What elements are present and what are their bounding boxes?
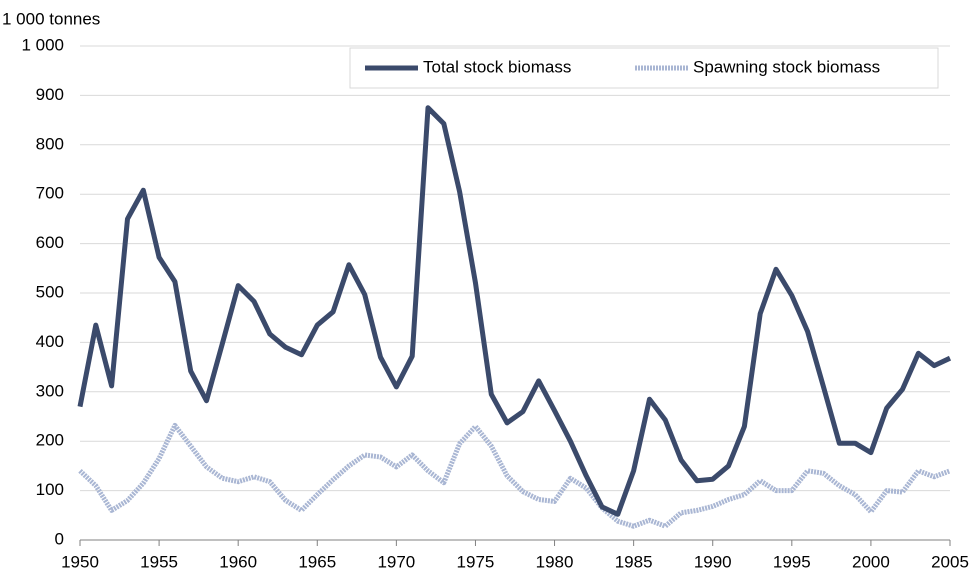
y-tick-label: 600	[36, 233, 64, 252]
y-tick-label: 1 000	[21, 35, 64, 54]
x-tick-label: 1955	[140, 552, 178, 571]
x-tick-label: 1975	[457, 552, 495, 571]
x-tick-label: 1965	[298, 552, 336, 571]
x-tick-label: 1985	[615, 552, 653, 571]
y-tick-label: 200	[36, 431, 64, 450]
x-tick-label: 1970	[377, 552, 415, 571]
legend-label: Total stock biomass	[423, 57, 571, 76]
x-tick-label: 1960	[219, 552, 257, 571]
y-tick-label: 0	[55, 529, 64, 548]
x-tick-label: 2005	[931, 552, 969, 571]
x-tick-label: 2000	[852, 552, 890, 571]
x-tick-label: 1950	[61, 552, 99, 571]
x-tick-label: 1980	[536, 552, 574, 571]
series-line	[77, 105, 952, 517]
x-tick-label: 1990	[694, 552, 732, 571]
y-tick-label: 300	[36, 381, 64, 400]
y-axis-label: 1 000 tonnes	[2, 9, 100, 28]
y-tick-label: 100	[36, 480, 64, 499]
y-tick-label: 400	[36, 332, 64, 351]
y-tick-label: 500	[36, 282, 64, 301]
series-line	[78, 422, 951, 529]
legend-label: Spawning stock biomass	[693, 57, 880, 76]
y-tick-label: 800	[36, 134, 64, 153]
x-tick-label: 1995	[773, 552, 811, 571]
y-tick-label: 900	[36, 85, 64, 104]
y-tick-label: 700	[36, 184, 64, 203]
